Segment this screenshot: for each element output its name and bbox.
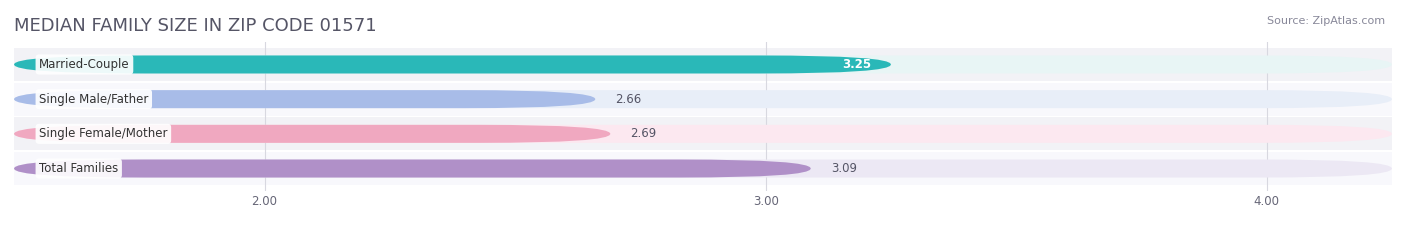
Text: MEDIAN FAMILY SIZE IN ZIP CODE 01571: MEDIAN FAMILY SIZE IN ZIP CODE 01571 bbox=[14, 17, 377, 35]
FancyBboxPatch shape bbox=[14, 152, 1392, 185]
FancyBboxPatch shape bbox=[14, 90, 595, 108]
FancyBboxPatch shape bbox=[14, 82, 1392, 116]
Text: 3.09: 3.09 bbox=[831, 162, 856, 175]
Text: 2.69: 2.69 bbox=[630, 127, 657, 140]
Text: Married-Couple: Married-Couple bbox=[39, 58, 129, 71]
FancyBboxPatch shape bbox=[14, 160, 1392, 178]
Text: Source: ZipAtlas.com: Source: ZipAtlas.com bbox=[1267, 16, 1385, 26]
FancyBboxPatch shape bbox=[14, 117, 1392, 151]
FancyBboxPatch shape bbox=[14, 125, 610, 143]
FancyBboxPatch shape bbox=[14, 55, 1392, 73]
FancyBboxPatch shape bbox=[14, 160, 811, 178]
FancyBboxPatch shape bbox=[14, 90, 1392, 108]
Text: Total Families: Total Families bbox=[39, 162, 118, 175]
FancyBboxPatch shape bbox=[14, 48, 1392, 81]
Text: Single Female/Mother: Single Female/Mother bbox=[39, 127, 167, 140]
FancyBboxPatch shape bbox=[14, 125, 1392, 143]
Text: 3.25: 3.25 bbox=[842, 58, 870, 71]
Text: 2.66: 2.66 bbox=[616, 93, 641, 106]
Text: Single Male/Father: Single Male/Father bbox=[39, 93, 149, 106]
FancyBboxPatch shape bbox=[14, 55, 891, 73]
